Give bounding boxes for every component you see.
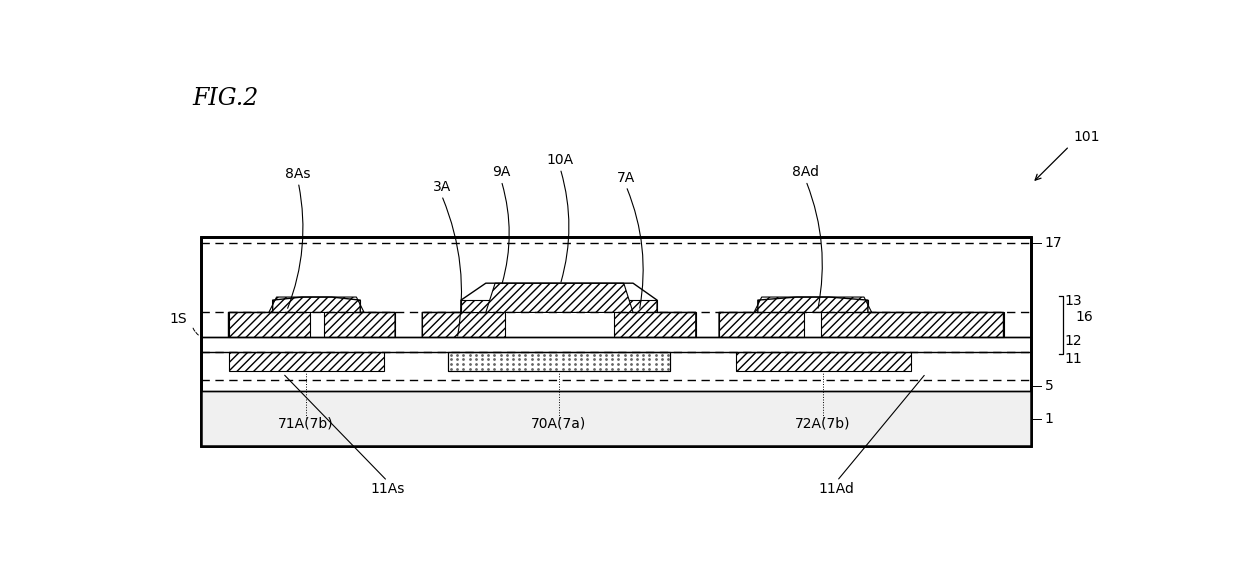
Text: 8As: 8As xyxy=(285,167,311,181)
Text: 11Ad: 11Ad xyxy=(819,482,855,496)
Text: 13: 13 xyxy=(1064,294,1082,308)
Bar xyxy=(613,300,657,312)
Text: 1: 1 xyxy=(1044,412,1053,426)
Bar xyxy=(719,312,804,337)
Text: 3A: 3A xyxy=(432,180,451,194)
Bar xyxy=(228,312,310,337)
Bar xyxy=(323,312,395,337)
Text: 1S: 1S xyxy=(170,312,187,327)
Text: 12: 12 xyxy=(1064,334,1082,348)
Bar xyxy=(736,353,911,371)
Text: 72A(7b): 72A(7b) xyxy=(795,416,851,430)
Bar xyxy=(821,312,1004,337)
Polygon shape xyxy=(269,297,364,312)
Text: 7A: 7A xyxy=(617,170,636,185)
Bar xyxy=(821,300,867,312)
Text: 101: 101 xyxy=(1073,130,1100,144)
Bar xyxy=(422,312,506,337)
Bar xyxy=(613,312,696,337)
Text: 70A(7a): 70A(7a) xyxy=(532,416,586,430)
Bar xyxy=(202,391,1031,446)
Bar xyxy=(202,237,1031,446)
Polygon shape xyxy=(755,297,872,312)
Bar xyxy=(758,300,804,312)
Bar xyxy=(447,353,670,371)
Bar xyxy=(461,300,506,312)
Bar xyxy=(202,237,1031,446)
Bar xyxy=(447,353,670,371)
Text: 10A: 10A xyxy=(546,153,574,167)
Text: 71A(7b): 71A(7b) xyxy=(279,416,333,430)
Text: 8Ad: 8Ad xyxy=(793,165,819,179)
Text: 5: 5 xyxy=(1044,378,1053,393)
Bar xyxy=(202,237,1031,446)
Text: FIG.2: FIG.2 xyxy=(192,87,258,110)
Text: 16: 16 xyxy=(1075,310,1093,324)
Polygon shape xyxy=(486,283,633,312)
Bar xyxy=(273,300,310,312)
Bar xyxy=(228,353,384,371)
Text: 11As: 11As xyxy=(370,482,405,496)
Text: 9A: 9A xyxy=(492,165,510,179)
Text: 17: 17 xyxy=(1044,236,1062,250)
Bar xyxy=(323,300,361,312)
Text: 11: 11 xyxy=(1064,351,1082,366)
